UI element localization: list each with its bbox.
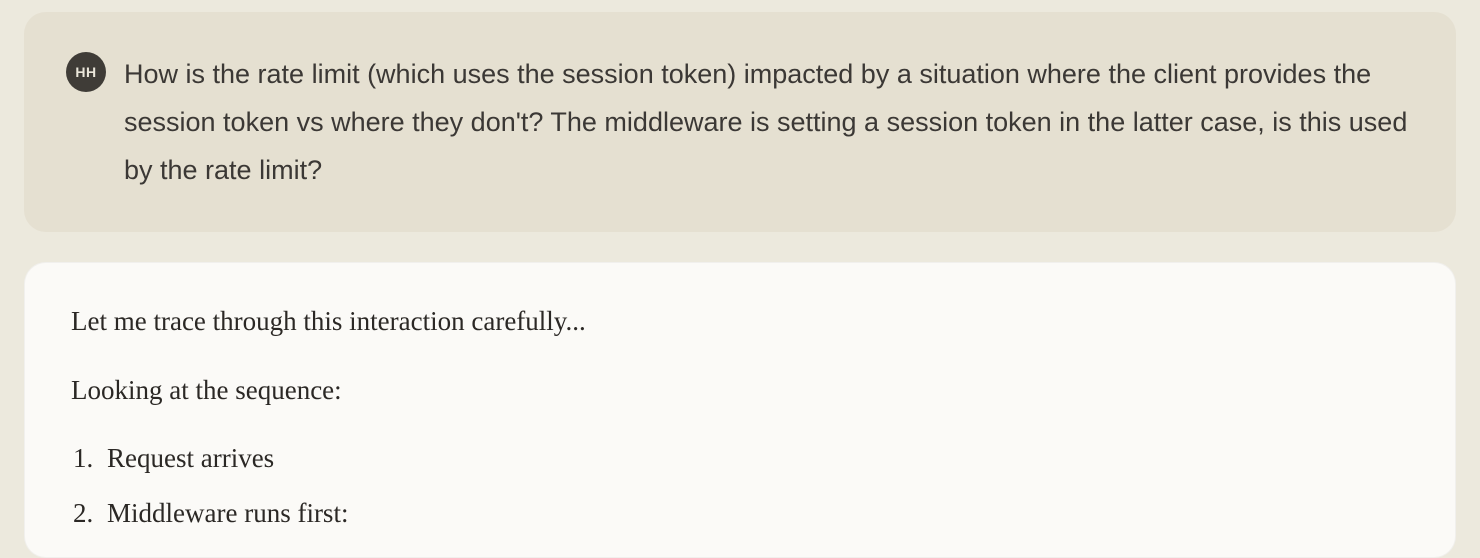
list-item-number: 2. — [73, 493, 93, 534]
user-message-block: HH How is the rate limit (which uses the… — [24, 12, 1456, 232]
assistant-paragraph: Let me trace through this interaction ca… — [71, 301, 1409, 342]
list-item-number: 1. — [73, 438, 93, 479]
assistant-paragraph: Looking at the sequence: — [71, 370, 1409, 411]
user-message-text: How is the rate limit (which uses the se… — [124, 50, 1414, 194]
user-avatar: HH — [66, 52, 106, 92]
conversation-container: HH How is the rate limit (which uses the… — [0, 0, 1480, 558]
list-item-text: Request arrives — [107, 443, 274, 473]
list-item-text: Middleware runs first: — [107, 498, 348, 528]
assistant-message-block: Let me trace through this interaction ca… — [24, 262, 1456, 558]
list-item: 2. Middleware runs first: — [107, 493, 1409, 534]
assistant-ordered-list: 1. Request arrives 2. Middleware runs fi… — [71, 438, 1409, 533]
list-item: 1. Request arrives — [107, 438, 1409, 479]
user-avatar-initials: HH — [75, 64, 96, 80]
